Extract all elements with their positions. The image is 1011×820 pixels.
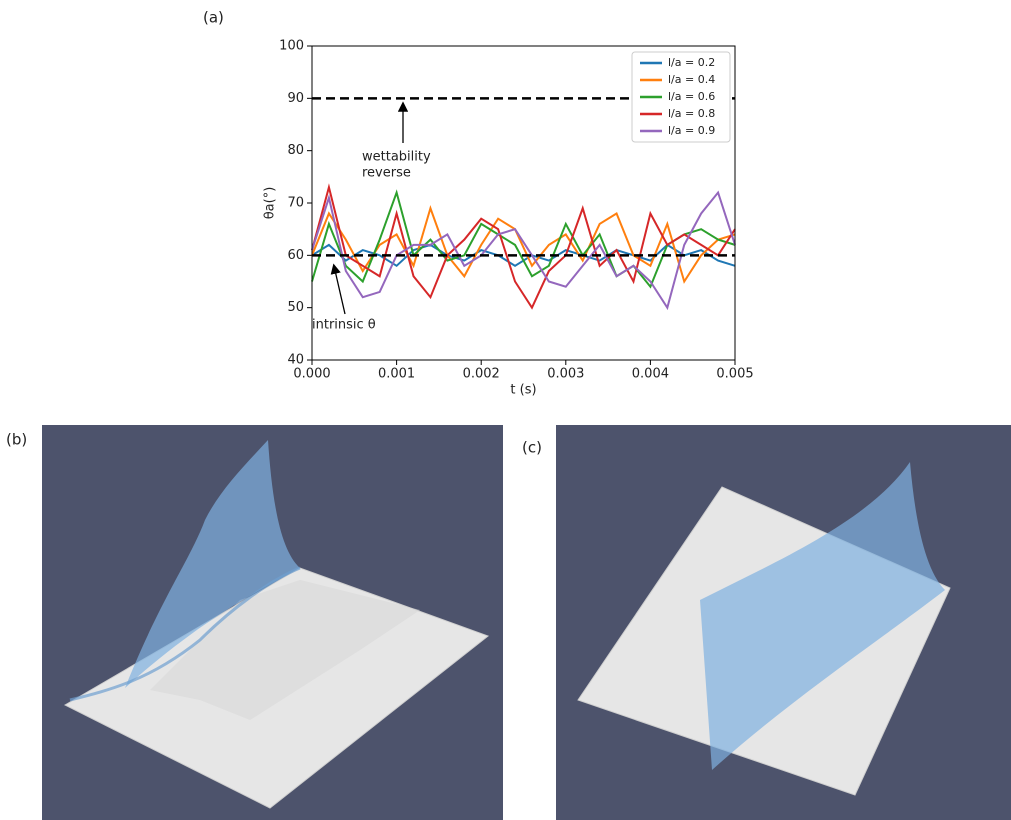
x-tick-label: 0.005 [716,367,753,382]
y-tick-label: 50 [287,300,304,315]
y-tick-label: 60 [287,248,304,263]
y-tick-label: 90 [287,91,304,106]
legend-label: l/a = 0.2 [668,56,715,69]
annotation: wettability [362,150,431,165]
chart: 40 50 60 70 80 90 100 0.000 0.001 0.002 0.003 0.004… [263,39,754,398]
legend-label: l/a = 0.9 [668,124,715,137]
panel-label: (a) [203,9,224,27]
x-tick-label: 0.004 [632,367,669,382]
y-tick-label: 80 [287,143,304,158]
y-tick-label: 70 [287,196,304,211]
y-tick-label: 100 [279,39,304,54]
panel-label: (b) [6,431,27,449]
x-tick-label: 0.000 [293,367,330,382]
x-tick-label: 0.002 [463,367,500,382]
x-tick-label: 0.003 [547,367,584,382]
y-axis-label: θa(°) [263,187,278,220]
figure: (a) (b) (c) 40 50 60 70 80 90 100 0.000 0.001 0.0… [0,0,1011,820]
y-tick-label: 40 [287,353,304,368]
x-axis-label: t (s) [510,383,536,398]
annotation: intrinsic θ [312,318,376,333]
render-c [556,425,1011,820]
legend-label: l/a = 0.6 [668,90,715,103]
legend-label: l/a = 0.4 [668,73,715,86]
annotation: reverse [362,166,411,181]
legend-label: l/a = 0.8 [668,107,715,120]
render-b [42,425,503,820]
panel-label: (c) [522,439,542,457]
x-tick-label: 0.001 [378,367,415,382]
legend: l/a = 0.2 l/a = 0.4 l/a = 0.6 l/a = 0.8 l/a … [632,52,730,142]
